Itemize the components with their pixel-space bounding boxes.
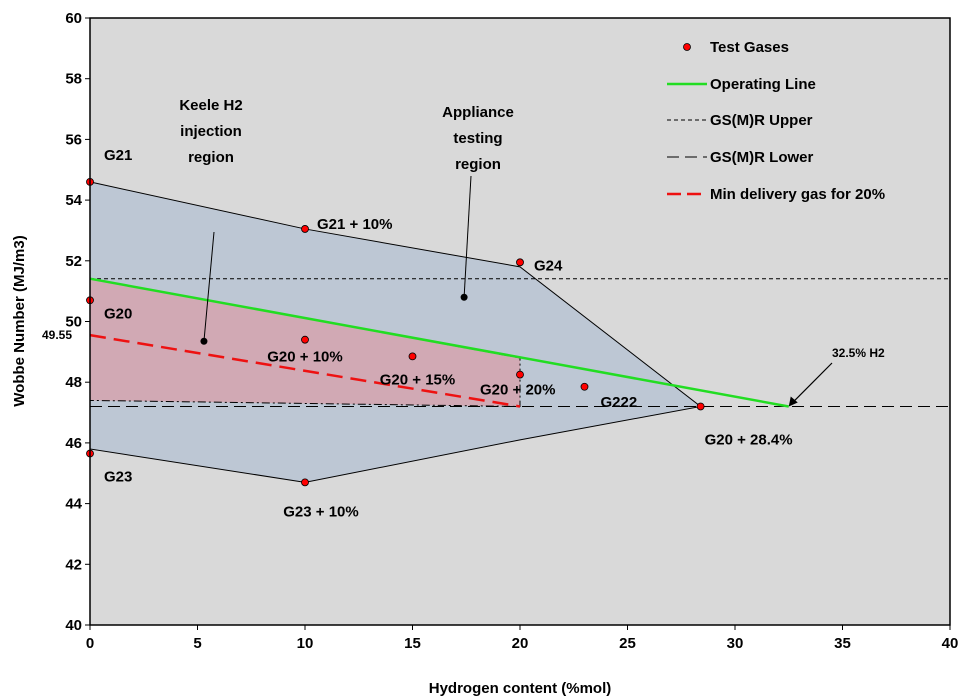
y-tick-label: 50	[65, 314, 82, 331]
test-gas-label: G20 + 28.4%	[705, 431, 793, 448]
legend-label: Test Gases	[710, 39, 789, 56]
test-gas-label: G21	[104, 147, 132, 164]
test-gas-label: G20	[104, 305, 132, 322]
test-gas-point	[580, 382, 589, 391]
keele-region-label: injection	[180, 123, 242, 140]
h2-limit-arrow	[791, 362, 833, 404]
test-gas-point	[301, 478, 309, 487]
x-axis-label: Hydrogen content (%mol)	[429, 680, 612, 697]
appliance-region-label: Appliance	[442, 104, 514, 121]
x-tick-label: 5	[193, 635, 201, 652]
appliance-testing-region	[89, 181, 702, 483]
test-gas-point	[301, 225, 309, 233]
x-tick-label: 15	[404, 635, 421, 652]
x-tick-label: 40	[942, 635, 959, 652]
test-gas-label: G23 + 10%	[283, 503, 358, 520]
test-gas-label: G23	[104, 469, 132, 486]
y-value-annotation: 49.55	[42, 328, 72, 342]
y-axis-label: Wobbe Number (MJ/m3)	[11, 235, 28, 406]
x-tick-label: 0	[86, 635, 94, 652]
test-gas-point	[696, 402, 705, 411]
test-gas-label: G222	[601, 394, 638, 411]
keele-callout-dot	[200, 337, 208, 345]
y-tick-label: 58	[65, 71, 82, 88]
legend-label: GS(M)R Lower	[710, 149, 813, 166]
legend-marker-test-gases	[683, 43, 691, 51]
keele-callout-line	[203, 231, 215, 342]
y-tick-label: 42	[65, 556, 82, 573]
x-tick-label: 35	[834, 635, 851, 652]
y-tick-label: 40	[65, 617, 82, 634]
appliance-region-label: testing	[453, 130, 502, 147]
y-tick-label: 44	[65, 496, 82, 513]
test-gas-label: G21 + 10%	[317, 216, 392, 233]
appliance-region-label: region	[455, 156, 501, 173]
test-gas-label: G24	[534, 257, 563, 274]
y-tick-label: 54	[65, 192, 82, 209]
legend: Test Gases Operating Line GS(M)R Upper GS(M…	[667, 39, 885, 203]
test-gas-label: G20 + 20%	[480, 382, 555, 399]
appliance-callout-line	[463, 175, 472, 298]
keele-region-label: region	[188, 149, 234, 166]
test-gas-label: G20 + 15%	[380, 371, 455, 388]
appliance-callout-dot	[460, 293, 468, 301]
h2-limit-arrowhead	[788, 396, 798, 407]
y-tick-label: 52	[65, 253, 82, 270]
test-gas-point	[301, 335, 309, 344]
test-gas-point	[408, 352, 417, 361]
y-tick-label: 48	[65, 374, 82, 391]
test-gas-point	[516, 258, 524, 267]
h2-limit-label: 32.5% H2	[832, 346, 885, 360]
y-tick-label: 56	[65, 131, 82, 148]
min-delivery-line	[89, 333, 521, 408]
x-tick-label: 10	[297, 635, 314, 652]
y-tick-label: 46	[65, 435, 82, 452]
x-tick-label: 20	[512, 635, 529, 652]
test-gas-point	[516, 370, 524, 379]
y-tick-label: 60	[65, 10, 82, 27]
keele-region-label: Keele H2	[179, 97, 242, 114]
operating-line	[89, 277, 789, 408]
x-tick-label: 25	[619, 635, 636, 652]
legend-label: Min delivery gas for 20%	[710, 186, 885, 203]
x-tick-label: 30	[727, 635, 744, 652]
legend-label: GS(M)R Upper	[710, 112, 813, 129]
legend-label: Operating Line	[710, 76, 816, 93]
test-gas-label: G20 + 10%	[267, 349, 342, 366]
